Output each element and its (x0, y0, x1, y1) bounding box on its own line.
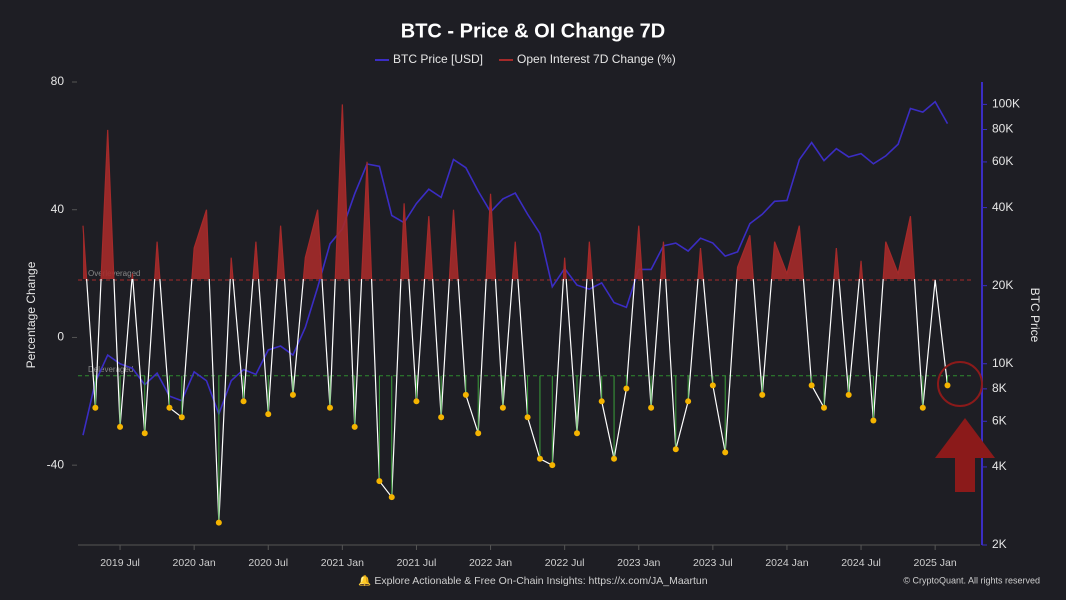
y2-tick-label: 2K (992, 537, 1007, 551)
y-tick-label: 0 (57, 330, 64, 344)
deleverage-dot (709, 382, 716, 389)
deleverage-dot (413, 398, 420, 405)
x-tick-label: 2024 Jul (841, 557, 881, 569)
deleverage-dot (549, 462, 556, 469)
y-tick-label: 80 (51, 74, 65, 88)
deleverage-dot (265, 411, 272, 418)
chart-title: BTC - Price & OI Change 7D (401, 20, 666, 42)
x-tick-label: 2021 Jul (397, 557, 437, 569)
deleverage-dot (944, 382, 951, 389)
deleverage-dot (499, 404, 506, 411)
y-tick-label: -40 (47, 457, 65, 471)
deleverage-dot (574, 430, 580, 437)
x-tick-label: 2020 Jan (173, 557, 216, 569)
deleverage-dot (178, 414, 185, 421)
deleverage-dot (327, 404, 333, 411)
deleverage-dot (438, 414, 445, 421)
deleverage-dot (166, 404, 173, 411)
y2-tick-label: 100K (992, 97, 1020, 111)
y-axis-title: Percentage Change (24, 261, 38, 368)
x-tick-label: 2025 Jan (914, 557, 957, 569)
x-tick-label: 2019 Jul (100, 557, 140, 569)
y2-tick-label: 20K (992, 278, 1013, 292)
y2-tick-label: 80K (992, 122, 1013, 136)
deleverage-dot (821, 404, 827, 411)
x-tick-label: 2023 Jan (617, 557, 660, 569)
deleverage-dot (845, 391, 852, 398)
deleverage-dot (919, 404, 926, 411)
deleverage-dot (611, 455, 618, 462)
highlight-circle (937, 361, 983, 407)
y2-tick-label: 10K (992, 356, 1013, 370)
threshold-label: Deleveraged (88, 365, 133, 374)
highlight-arrow (935, 418, 995, 492)
x-tick-label: 2020 Jul (248, 557, 288, 569)
deleverage-dot (388, 494, 395, 501)
y2-tick-label: 4K (992, 459, 1007, 473)
oi-line (86, 279, 949, 523)
y2-tick-label: 60K (992, 154, 1013, 168)
deleverage-dot (289, 391, 296, 398)
x-tick-label: 2024 Jan (765, 557, 808, 569)
y2-axis-title: BTC Price (1028, 288, 1042, 343)
deleverage-dot (870, 417, 877, 424)
legend-label: BTC Price [USD] (393, 52, 483, 66)
y-tick-label: 40 (51, 202, 65, 216)
deleverage-dot (376, 478, 383, 485)
deleverage-dot (722, 449, 729, 456)
deleverage-dot (759, 391, 766, 398)
deleverage-dot (215, 519, 222, 526)
deleverage-dot (598, 398, 605, 405)
x-tick-label: 2022 Jul (545, 557, 585, 569)
deleverage-dot (685, 398, 692, 405)
deleverage-dot (672, 446, 679, 453)
y2-tick-label: 8K (992, 381, 1007, 395)
x-tick-label: 2022 Jan (469, 557, 512, 569)
deleverage-dot (536, 455, 543, 462)
footer: 🔔 Explore Actionable & Free On-Chain Ins… (358, 574, 707, 587)
deleverage-dot (141, 430, 148, 437)
deleverage-dot (524, 414, 531, 421)
credit: © CryptoQuant. All rights reserved (903, 575, 1040, 585)
deleverage-dot (623, 385, 630, 392)
deleverage-dot (92, 404, 99, 411)
legend-label: Open Interest 7D Change (%) (517, 52, 676, 66)
deleverage-dot (808, 382, 815, 389)
x-tick-label: 2023 Jul (693, 557, 733, 569)
y2-tick-label: 6K (992, 413, 1007, 427)
deleverage-dot (475, 430, 482, 437)
deleverage-dot (462, 391, 469, 398)
x-tick-label: 2021 Jan (321, 557, 364, 569)
plot-area: 80 40 0 -40 100K 80K 60K 40K 20K 10K 8K 6K 4K 2K 2019 … (47, 74, 1020, 569)
deleverage-dot (117, 423, 124, 430)
deleverage-dot (648, 404, 655, 411)
deleverage-dot (351, 423, 358, 430)
oi-line-over (82, 104, 916, 279)
price-line (82, 100, 949, 436)
deleverage-dot (240, 398, 247, 405)
y2-tick-label: 40K (992, 200, 1013, 214)
